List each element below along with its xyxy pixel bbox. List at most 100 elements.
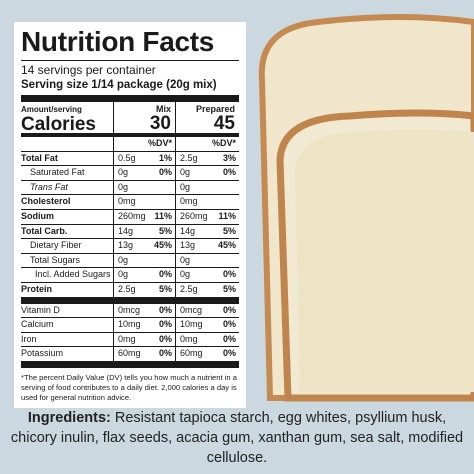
mix-amount: 60mg: [113, 347, 153, 361]
nutrient-name: Potassium: [21, 348, 64, 359]
amount-per-serving: Amount/serving: [21, 105, 82, 114]
dv-header-row: %DV* %DV*: [21, 137, 239, 152]
nutrient-name: Cholesterol: [21, 196, 71, 207]
calories-row: Amount/serving Calories Mix 30 Prepared …: [21, 102, 239, 135]
nutrient-rows: Total Fat 0.5g 1% 2.5g 3% Saturated Fat 0g 0% 0g…: [21, 151, 239, 297]
spacer: [21, 137, 113, 151]
dv-header: %DV*: [113, 137, 175, 151]
prepared-amount: 0g: [175, 253, 215, 268]
prepared-amount: 60mg: [175, 347, 215, 361]
column-name: Mix: [155, 104, 171, 114]
nutrient-row: Total Sugars 0g 0g: [21, 253, 239, 269]
prepared-amount: 260mg: [175, 209, 215, 224]
mix-amount: 0.5g: [113, 151, 153, 166]
nutrient-name: Total Carb.: [21, 225, 68, 236]
mix-amount: 0g: [113, 180, 153, 195]
mix-dv: 0%: [158, 319, 172, 330]
nutrient-name: Saturated Fat: [30, 167, 85, 178]
prepared-amount: 0mcg: [175, 303, 215, 318]
nutrient-name: Vitamin D: [21, 304, 60, 315]
mix-dv: 5%: [158, 225, 172, 236]
thick-rule: [21, 95, 239, 102]
nutrition-label: Nutrition Facts 14 servings per containe…: [14, 22, 246, 408]
ingredients-text: Resistant tapioca starch, egg whites, ps…: [10, 410, 464, 466]
nutrient-name: Trans Fat: [30, 181, 68, 192]
prepared-dv: 45%: [217, 240, 236, 251]
ingredients-label: Ingredients:: [27, 410, 111, 426]
calories-label: Calories: [21, 114, 96, 135]
column-mix: Mix 30: [113, 102, 175, 134]
prepared-dv: [215, 181, 239, 195]
bread-crumb: [295, 129, 474, 392]
vitamin-rows: Vitamin D 0mcg 0% 0mcg 0% Calcium 10mg 0% 10mg 0%…: [21, 303, 239, 361]
prepared-amount: 10mg: [175, 318, 215, 332]
nutrient-name: Protein: [21, 283, 53, 294]
prepared-dv: 0%: [222, 304, 236, 315]
nutrient-name: Total Sugars: [30, 254, 81, 265]
prepared-dv: [215, 254, 239, 268]
nutrient-row: Protein 2.5g 5% 2.5g 5%: [21, 282, 239, 297]
prepared-amount: 0mg: [175, 195, 215, 209]
mix-dv: [153, 195, 175, 209]
nutrient-row: Vitamin D 0mcg 0% 0mcg 0%: [21, 303, 239, 319]
mix-dv: [153, 254, 175, 268]
calories-value: 45: [213, 113, 235, 134]
mix-dv: 45%: [153, 240, 172, 251]
label-title: Nutrition Facts: [21, 26, 239, 61]
nutrient-row: Trans Fat 0g 0g: [21, 180, 239, 196]
mix-dv: 0%: [158, 269, 172, 280]
calories-value: 30: [149, 113, 171, 134]
servings: 14 servings per container: [21, 63, 156, 77]
prepared-amount: 2.5g: [175, 282, 215, 297]
prepared-dv: 0%: [222, 269, 236, 280]
mix-dv: 0%: [158, 348, 172, 359]
prepared-amount: 0mg: [175, 332, 215, 347]
mix-amount: 2.5g: [113, 282, 153, 297]
nutrient-row: Iron 0mg 0% 0mg 0%: [21, 332, 239, 348]
nutrient-row: Dietary Fiber 13g 45% 13g 45%: [21, 239, 239, 254]
prepared-amount: 13g: [175, 239, 215, 253]
calories-cell: Amount/serving Calories: [21, 102, 113, 135]
mix-amount: 0g: [113, 253, 153, 268]
nutrient-row: Sodium 260mg 11% 260mg 11%: [21, 209, 239, 225]
mix-amount: 13g: [113, 239, 153, 253]
prepared-dv: 5%: [222, 283, 236, 294]
dv-header: %DV*: [175, 137, 239, 151]
mix-amount: 0mg: [113, 332, 153, 347]
thick-rule: [21, 360, 239, 368]
prepared-dv: 11%: [218, 210, 236, 221]
nutrient-row: Saturated Fat 0g 0% 0g 0%: [21, 166, 239, 181]
nutrient-row: Incl. Added Sugars 0g 0% 0g 0%: [21, 268, 239, 283]
mix-dv: 0%: [158, 304, 172, 315]
ingredients: Ingredients: Resistant tapioca starch, e…: [10, 408, 464, 468]
mix-amount: 0g: [113, 166, 153, 180]
nutrient-name: Sodium: [21, 210, 54, 221]
nutrient-row: Total Fat 0.5g 1% 2.5g 3%: [21, 151, 239, 167]
mix-dv: 0%: [158, 167, 172, 178]
mix-dv: 1%: [158, 152, 172, 163]
footnote: *The percent Daily Value (DV) tells you …: [21, 372, 237, 402]
mix-amount: 0mg: [113, 195, 153, 209]
mix-amount: 14g: [113, 224, 153, 239]
prepared-dv: 0%: [222, 167, 236, 178]
nutrient-name: Total Fat: [21, 152, 58, 163]
prepared-dv: 0%: [222, 333, 236, 344]
prepared-dv: 5%: [222, 225, 236, 236]
prepared-amount: 0g: [175, 166, 215, 180]
prepared-dv: 0%: [222, 348, 236, 359]
prepared-amount: 0g: [175, 180, 215, 195]
mix-amount: 0g: [113, 268, 153, 282]
mix-dv: 5%: [158, 283, 172, 294]
nutrient-row: Calcium 10mg 0% 10mg 0%: [21, 318, 239, 333]
nutrient-name: Incl. Added Sugars: [35, 269, 111, 280]
nutrient-name: Dietary Fiber: [30, 240, 82, 251]
prepared-dv: 0%: [222, 319, 236, 330]
thick-rule: [21, 296, 239, 304]
mix-dv: [153, 181, 175, 195]
nutrient-row: Total Carb. 14g 5% 14g 5%: [21, 224, 239, 240]
column-name: Prepared: [195, 104, 235, 114]
mix-amount: 10mg: [113, 318, 153, 332]
prepared-dv: [215, 195, 239, 209]
